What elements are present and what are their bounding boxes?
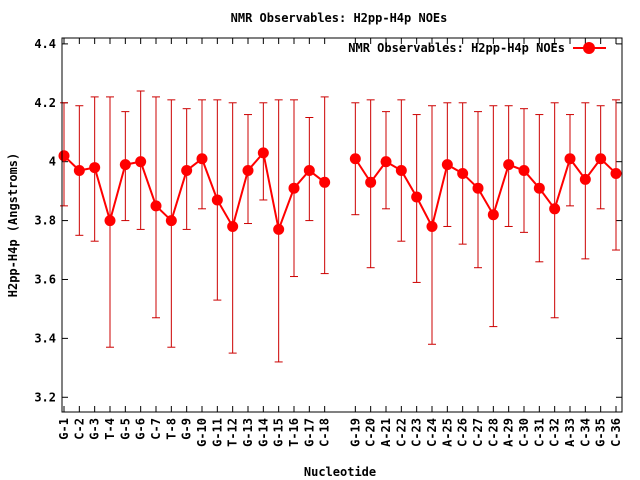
data-point (89, 162, 101, 174)
x-tick-label: T-4 (103, 418, 117, 440)
data-point (242, 165, 254, 177)
series-line (63, 150, 617, 234)
x-axis-ticks: G-1 C-2 G-3 T-4 G-5 G-6 C-7 T-8 G-9 G-10 G-11 T-12 G… (57, 38, 623, 447)
data-point (196, 153, 208, 165)
data-point (518, 165, 530, 177)
data-point (181, 165, 193, 177)
legend: NMR Observables: H2pp-H4p NOEs (348, 41, 606, 55)
x-tick-label: G-17 (302, 418, 316, 447)
x-tick-label: C-7 (149, 418, 163, 440)
x-tick-label: G-5 (118, 418, 132, 440)
y-tick-label: 3.6 (34, 272, 56, 286)
data-point (380, 156, 392, 168)
x-tick-label: T-8 (164, 418, 178, 440)
data-point (365, 176, 377, 188)
x-tick-label: T-16 (287, 418, 301, 447)
x-tick-label: A-21 (379, 418, 393, 447)
data-point (595, 153, 607, 165)
data-point (73, 165, 85, 177)
data-point (411, 191, 423, 203)
y-tick-label: 4 (49, 155, 56, 169)
x-tick-label: G-14 (256, 418, 270, 447)
data-point (395, 165, 407, 177)
x-tick-label: G-15 (272, 418, 286, 447)
data-point (165, 215, 177, 227)
x-tick-label: G-1 (57, 418, 71, 440)
data-point (441, 159, 453, 171)
x-tick-label: C-32 (548, 418, 562, 447)
x-tick-label: A-25 (440, 418, 454, 447)
x-tick-label: G-9 (180, 418, 194, 440)
data-point (257, 147, 269, 159)
x-tick-label: G-6 (134, 418, 148, 440)
x-tick-label: C-23 (410, 418, 424, 447)
data-point (227, 220, 239, 232)
data-point (549, 203, 561, 215)
x-tick-label: G-11 (210, 418, 224, 447)
x-tick-label: C-2 (72, 418, 86, 440)
data-points (58, 147, 622, 235)
error-bars (60, 90, 620, 363)
data-point (288, 182, 300, 194)
x-tick-label: A-33 (563, 418, 577, 447)
x-tick-label: C-36 (609, 418, 623, 447)
x-tick-label: C-20 (364, 418, 378, 447)
x-tick-label: C-27 (471, 418, 485, 447)
data-point (303, 165, 315, 177)
data-point (211, 194, 223, 206)
x-tick-label: C-31 (532, 418, 546, 447)
legend-label: NMR Observables: H2pp-H4p NOEs (348, 41, 565, 55)
x-tick-label: C-28 (486, 418, 500, 447)
x-tick-label: C-26 (456, 418, 470, 447)
x-tick-label: G-35 (594, 418, 608, 447)
x-tick-label: C-24 (425, 418, 439, 447)
data-point (150, 200, 162, 212)
data-point (58, 150, 70, 162)
x-tick-label: T-12 (226, 418, 240, 447)
data-point (503, 159, 515, 171)
x-tick-label: G-3 (88, 418, 102, 440)
x-tick-label: G-19 (348, 418, 362, 447)
y-tick-label: 3.4 (34, 331, 56, 345)
data-point (273, 223, 285, 235)
data-point (119, 159, 131, 171)
y-tick-label: 4.2 (34, 96, 56, 110)
series-segment (354, 156, 617, 230)
data-point (533, 182, 545, 194)
data-point (457, 167, 469, 179)
x-axis-label: Nucleotide (304, 465, 376, 479)
data-point (319, 176, 331, 188)
data-point (472, 182, 484, 194)
data-point (610, 167, 622, 179)
data-point (487, 209, 499, 221)
legend-marker (583, 42, 595, 54)
chart-title: NMR Observables: H2pp-H4p NOEs (231, 11, 448, 25)
plot-frame (61, 37, 623, 413)
x-tick-label: C-18 (318, 418, 332, 447)
data-point (135, 156, 147, 168)
data-point (564, 153, 576, 165)
x-tick-label: C-22 (394, 418, 408, 447)
data-point (579, 173, 591, 185)
y-axis-ticks: 3.2 3.4 3.6 3.8 4 4.2 4.4 (34, 37, 622, 404)
x-tick-label: G-13 (241, 418, 255, 447)
data-point (426, 220, 438, 232)
y-tick-label: 3.8 (34, 214, 56, 228)
x-tick-label: C-34 (578, 418, 592, 447)
data-point (349, 153, 361, 165)
series-segment (63, 150, 326, 234)
y-tick-label: 4.4 (34, 37, 56, 51)
y-tick-label: 3.2 (34, 390, 56, 404)
x-tick-label: C-30 (517, 418, 531, 447)
data-point (104, 215, 116, 227)
x-tick-label: G-10 (195, 418, 209, 447)
x-tick-label: A-29 (502, 418, 516, 447)
y-axis-label: H2pp-H4p (Angstroms) (6, 153, 20, 298)
